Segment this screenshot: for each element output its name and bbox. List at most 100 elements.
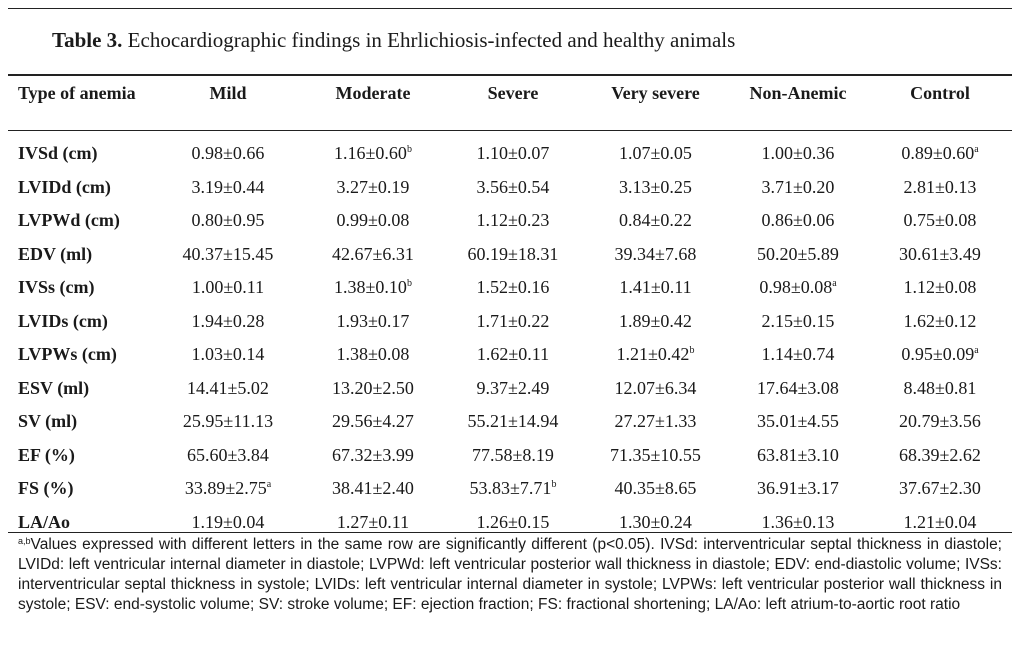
cell-value: 1.41±0.11 — [619, 277, 692, 298]
cell-value: 1.94±0.28 — [191, 310, 265, 331]
table-cell: 1.27±0.11 — [303, 506, 443, 540]
table-cell: 29.56±4.27 — [303, 405, 443, 439]
table-row: ESV (ml) 14.41±5.02 13.20±2.50 9.37±2.49 12.… — [8, 372, 1012, 406]
cell-value: 40.37±15.45 — [182, 243, 274, 264]
table-cell: 53.83±7.71b — [443, 472, 583, 506]
table-row: FS (%) 33.89±2.75a 38.41±2.40 53.83±7.71b 40… — [8, 472, 1012, 506]
header-col-moderate: Moderate — [335, 83, 411, 103]
significance-superscript: a — [974, 345, 979, 357]
header-col-non-anemic: Non-Anemic — [749, 83, 847, 103]
table-cell: 3.13±0.25 — [583, 171, 728, 205]
cell-value: 40.35±8.65 — [614, 478, 697, 499]
significance-superscript: b — [551, 479, 557, 491]
header-col-control: Control — [910, 83, 970, 103]
table-footnote: a,bValues expressed with different lette… — [18, 535, 1002, 615]
significance-superscript: b — [406, 278, 412, 290]
table-cell: 1.62±0.12 — [868, 305, 1012, 339]
table-body: IVSd (cm) 0.98±0.66 1.16±0.60b 1.10±0.07 1.0… — [8, 137, 1012, 539]
table-cell: 40.37±15.45 — [153, 238, 303, 272]
cell-value: 3.13±0.25 — [619, 176, 692, 197]
cell-value: 37.67±2.30 — [899, 478, 981, 499]
cell-value: 1.21±0.04 — [903, 511, 977, 532]
cell-value: 71.35±10.55 — [610, 444, 701, 465]
row-label: LA/Ao — [18, 511, 71, 532]
cell-value: 0.98±0.66 — [191, 143, 265, 164]
cell-value: 1.00±0.36 — [761, 143, 835, 164]
header-divider-rule — [8, 130, 1012, 131]
table-cell: 42.67±6.31 — [303, 238, 443, 272]
table-cell: 1.00±0.11 — [153, 271, 303, 305]
table-cell: 1.71±0.22 — [443, 305, 583, 339]
header-row-label: Type of anemia — [18, 83, 136, 103]
cell-value: 63.81±3.10 — [757, 444, 839, 465]
cell-value: 1.26±0.15 — [476, 511, 550, 532]
significance-superscript: a — [974, 144, 979, 156]
cell-value: 67.32±3.99 — [332, 444, 414, 465]
cell-value: 1.62±0.12 — [903, 310, 977, 331]
table-cell: 1.03±0.14 — [153, 338, 303, 372]
header-col-very-severe: Very severe — [611, 83, 700, 103]
table-cell: 50.20±5.89 — [728, 238, 868, 272]
row-label: EDV (ml) — [18, 243, 93, 264]
table-cell: 1.07±0.05 — [583, 137, 728, 171]
table-cell: 0.98±0.66 — [153, 137, 303, 171]
table-row: SV (ml) 25.95±11.13 29.56±4.27 55.21±14.94 2… — [8, 405, 1012, 439]
table-cell: 20.79±3.56 — [868, 405, 1012, 439]
table-cell: 12.07±6.34 — [583, 372, 728, 406]
table-row: IVSd (cm) 0.98±0.66 1.16±0.60b 1.10±0.07 1.0… — [8, 137, 1012, 171]
cell-value: 2.81±0.13 — [903, 176, 977, 197]
table-bottom-rule — [8, 532, 1012, 533]
table-row: LA/Ao 1.19±0.04 1.27±0.11 1.26±0.15 1.30±0.2… — [8, 506, 1012, 540]
cell-value: 0.75±0.08 — [903, 210, 977, 231]
cell-value: 1.62±0.11 — [476, 344, 550, 365]
table-cell: 39.34±7.68 — [583, 238, 728, 272]
table-cell: 0.89±0.60a — [868, 137, 1012, 171]
table-caption: Table 3. Echocardiographic findings in E… — [52, 28, 735, 53]
cell-value: 50.20±5.89 — [757, 243, 839, 264]
table-cell: 1.41±0.11 — [583, 271, 728, 305]
caption-label: Table 3. — [52, 28, 123, 52]
table-cell: 0.95±0.09a — [868, 338, 1012, 372]
cell-value: 1.27±0.11 — [336, 511, 410, 532]
table-cell: 8.48±0.81 — [868, 372, 1012, 406]
table-cell: 37.67±2.30 — [868, 472, 1012, 506]
cell-value: 1.10±0.07 — [476, 143, 550, 164]
table-cell: 3.19±0.44 — [153, 171, 303, 205]
header-col-severe: Severe — [487, 83, 539, 103]
table-cell: 40.35±8.65 — [583, 472, 728, 506]
cell-value: 68.39±2.62 — [899, 444, 981, 465]
significance-superscript: b — [689, 345, 695, 357]
table-cell: 3.71±0.20 — [728, 171, 868, 205]
table-cell: 1.93±0.17 — [303, 305, 443, 339]
table-top-rule — [8, 74, 1012, 76]
data-table: Type of anemia Mild Moderate Severe Very… — [8, 78, 1012, 539]
table-cell: 65.60±3.84 — [153, 439, 303, 473]
table-cell: 1.30±0.24 — [583, 506, 728, 540]
table-cell: 27.27±1.33 — [583, 405, 728, 439]
table-cell: 1.62±0.11 — [443, 338, 583, 372]
cell-value: 53.83±7.71 — [469, 478, 552, 499]
table-cell: 0.86±0.06 — [728, 204, 868, 238]
table-cell: 9.37±2.49 — [443, 372, 583, 406]
cell-value: 1.16±0.60 — [334, 143, 407, 164]
table-cell: 1.16±0.60b — [303, 137, 443, 171]
table-row: LVIDs (cm) 1.94±0.28 1.93±0.17 1.71±0.22 1.8… — [8, 305, 1012, 339]
table-row: IVSs (cm) 1.00±0.11 1.38±0.10b 1.52±0.16 1.4… — [8, 271, 1012, 305]
cell-value: 17.64±3.08 — [757, 377, 839, 398]
footnote-text: Values expressed with different letters … — [18, 536, 1002, 613]
cell-value: 25.95±11.13 — [182, 411, 274, 432]
cell-value: 65.60±3.84 — [187, 444, 269, 465]
table-cell: 1.94±0.28 — [153, 305, 303, 339]
significance-superscript: b — [406, 144, 412, 156]
cell-value: 77.58±8.19 — [472, 444, 554, 465]
row-label: SV (ml) — [18, 411, 78, 432]
cell-value: 0.86±0.06 — [761, 210, 835, 231]
cell-value: 1.38±0.08 — [336, 344, 410, 365]
table-row: LVPWs (cm) 1.03±0.14 1.38±0.08 1.62±0.11 1.2… — [8, 338, 1012, 372]
cell-value: 29.56±4.27 — [332, 411, 414, 432]
table-cell: 0.80±0.95 — [153, 204, 303, 238]
caption-text: Echocardiographic findings in Ehrlichios… — [127, 28, 736, 52]
table-cell: 33.89±2.75a — [153, 472, 303, 506]
cell-value: 2.15±0.15 — [761, 310, 835, 331]
cell-value: 60.19±18.31 — [467, 243, 559, 264]
